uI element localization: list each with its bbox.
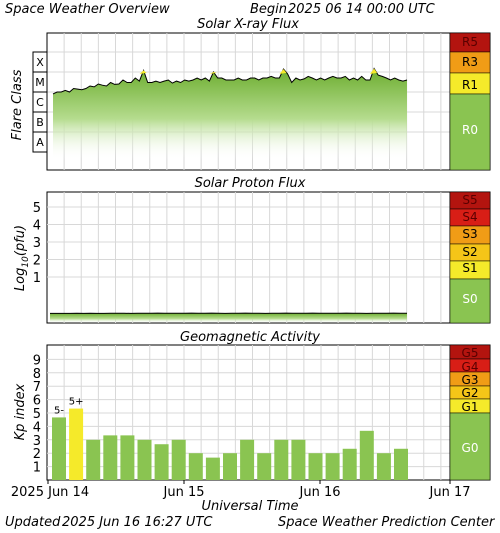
kp-ytick-6: 6 — [33, 394, 41, 409]
kp-ytick-3: 3 — [33, 434, 41, 449]
kp-bar — [205, 457, 220, 480]
flare-class-a: A — [36, 136, 44, 149]
scale-label-r1: R1 — [462, 78, 478, 92]
scale-label-s3: S3 — [462, 227, 477, 241]
scale-label-g0: G0 — [462, 441, 479, 455]
kp-bar — [223, 453, 237, 480]
kp-bar — [240, 439, 255, 480]
time-label-2: Jun 16 — [299, 485, 341, 500]
kp-ytick-2: 2 — [33, 447, 41, 462]
scale-band-s0 — [449, 278, 491, 324]
kp-ytick-8: 8 — [33, 367, 41, 382]
xray-y-label: Flare Class — [10, 69, 25, 140]
flare-class-c: C — [36, 96, 44, 109]
kp-bar — [154, 444, 169, 480]
kp-bar-label: 5+ — [69, 397, 84, 408]
scale-label-r5: R5 — [462, 35, 478, 49]
kp-bar — [274, 439, 289, 480]
m-flare-highlight — [139, 70, 147, 74]
updated-value: 2025 Jun 16 16:27 UTC — [62, 515, 213, 530]
kp-ytick-1: 1 — [33, 461, 41, 476]
proton-plot-frame — [46, 191, 451, 324]
kp-ytick-4: 4 — [33, 420, 41, 435]
kp-bar — [103, 435, 118, 480]
proton-ytick-3: 3 — [33, 236, 41, 251]
kp-bar — [120, 435, 135, 480]
kp-bar — [359, 430, 374, 480]
proton-ytick-5: 5 — [33, 201, 41, 216]
scale-label-g4: G4 — [462, 360, 479, 374]
kp-bar — [308, 453, 323, 480]
kp-bar — [291, 439, 306, 480]
time-axis-label: Universal Time — [201, 499, 298, 514]
page-title: Space Weather Overview — [5, 2, 170, 17]
proton-ytick-4: 4 — [33, 219, 41, 234]
scale-label-r0: R0 — [462, 123, 478, 137]
scale-label-g1: G1 — [462, 400, 479, 414]
proton-flux-area — [50, 313, 407, 323]
xray-panel-title: Solar X-ray Flux — [197, 17, 299, 32]
scale-band-g0 — [449, 412, 491, 481]
kp-bar — [257, 453, 272, 480]
scale-band-r0 — [449, 93, 491, 171]
proton-panel-title: Solar Proton Flux — [195, 176, 306, 191]
kp-bar — [394, 448, 408, 480]
m-flare-highlight — [209, 72, 217, 74]
m-flare-highlight — [370, 68, 378, 74]
kp-bar — [137, 439, 152, 480]
kp-bar — [376, 453, 391, 480]
kp-bar — [325, 453, 340, 480]
proton-ytick-1: 1 — [33, 271, 41, 286]
scale-label-s2: S2 — [462, 245, 477, 259]
flare-class-x: X — [36, 56, 44, 69]
scale-label-s4: S4 — [462, 210, 477, 224]
kp-ytick-9: 9 — [33, 353, 41, 368]
begin-value: 2025 06 14 00:00 UTC — [288, 2, 435, 17]
kp-bar — [52, 417, 66, 480]
kp-bar — [188, 453, 203, 480]
proton-y-label: Log10(pfu) — [13, 225, 31, 291]
kp-ytick-7: 7 — [33, 380, 41, 395]
begin-label: Begin — [250, 2, 288, 17]
scale-label-g2: G2 — [462, 386, 479, 400]
kp-bar — [86, 439, 101, 480]
xray-flux-area — [53, 68, 407, 160]
credit-text: Space Weather Prediction Center — [278, 515, 495, 530]
flare-class-b: B — [36, 116, 44, 129]
kp-bar — [171, 439, 186, 480]
flare-class-box — [32, 51, 48, 73]
scale-label-s5: S5 — [462, 193, 477, 207]
scale-label-s0: S0 — [462, 292, 477, 306]
m-flare-highlight — [279, 69, 287, 74]
xray-flux-line — [52, 67, 408, 95]
time-label-1: Jun 15 — [163, 485, 205, 500]
scale-label-g3: G3 — [462, 373, 479, 387]
scale-label-g5: G5 — [462, 346, 479, 360]
updated-label: Updated — [5, 515, 61, 530]
scale-label-s1: S1 — [462, 261, 477, 275]
kp-bar — [342, 448, 357, 480]
scale-label-r3: R3 — [462, 55, 478, 69]
kp-y-label: Kp index — [13, 383, 28, 440]
kp-bar-label: 5- — [54, 405, 64, 416]
flare-class-m: M — [35, 76, 45, 89]
time-label-3: Jun 17 — [429, 485, 471, 500]
proton-ytick-2: 2 — [33, 254, 41, 269]
time-label-0: 2025 Jun 14 — [11, 485, 89, 500]
kp-bar — [69, 408, 84, 480]
kp-ytick-5: 5 — [33, 407, 41, 422]
kp-panel-title: Geomagnetic Activity — [180, 330, 320, 345]
